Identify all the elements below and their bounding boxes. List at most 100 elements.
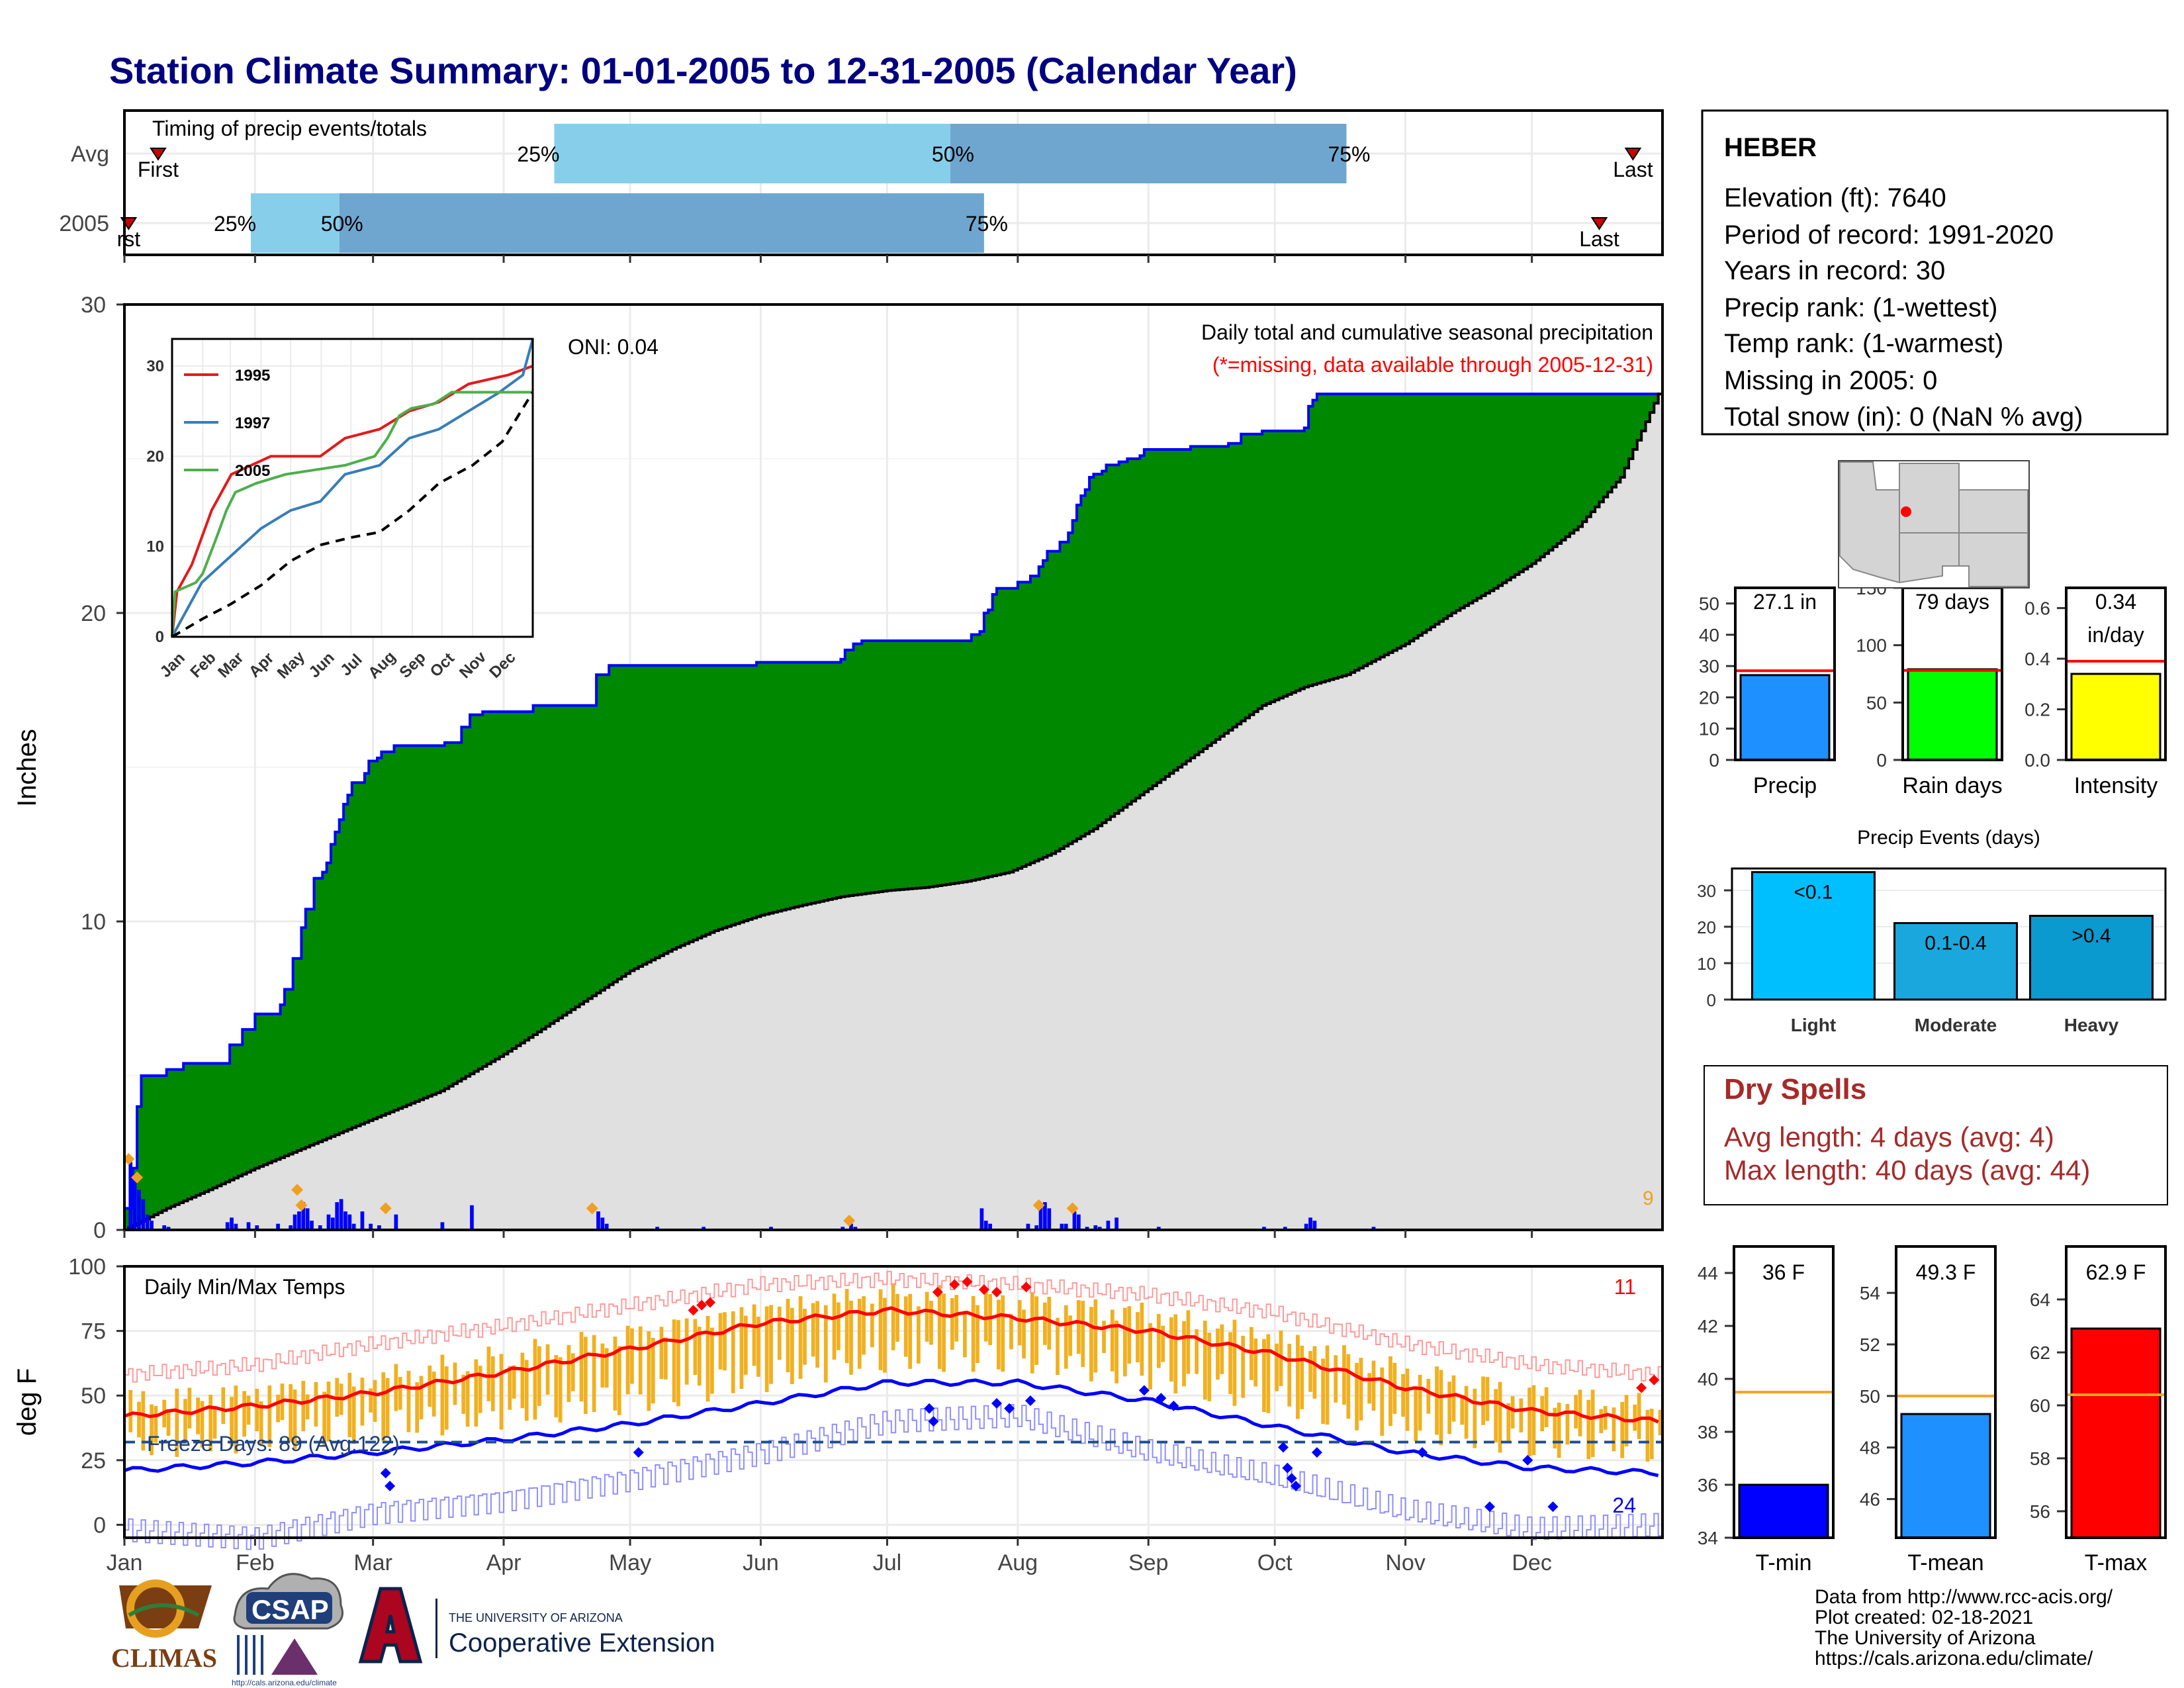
temp-category-label: T-min: [1756, 1550, 1812, 1575]
daily-temp-range-bar: [604, 1348, 609, 1388]
daily-precip-bar: [234, 1223, 238, 1230]
daily-temp-range-bar: [1136, 1312, 1140, 1363]
month-label: Apr: [486, 1550, 522, 1575]
daily-precip-bar: [330, 1217, 335, 1230]
daily-temp-range-bar: [150, 1404, 154, 1456]
dry-spells-max: Max length: 40 days (avg: 44): [1724, 1154, 2090, 1186]
daily-precip-bar: [318, 1225, 322, 1230]
temps-ytick-label: 25: [81, 1448, 106, 1474]
temp-panel-frame: [2065, 1245, 2167, 1539]
temps-frame: [123, 1265, 1664, 1539]
daily-temp-range-bar: [705, 1315, 710, 1402]
record-low-marker: [1282, 1462, 1293, 1474]
daily-precip-bar: [128, 1162, 133, 1230]
events-category-label: Moderate: [1915, 1015, 1997, 1035]
record-low-marker: [1417, 1447, 1428, 1458]
record-high-marker: [1021, 1282, 1032, 1293]
daily-temp-range-bar: [419, 1376, 424, 1420]
daily-temp-range-bar: [1603, 1406, 1608, 1430]
daily-temp-range-bar: [1034, 1296, 1039, 1365]
temps-title: Daily Min/Max Temps: [144, 1275, 345, 1299]
month-label: Nov: [1385, 1550, 1425, 1575]
daily-temp-range-bar: [1030, 1293, 1034, 1374]
daily-temp-range-bar: [1506, 1403, 1511, 1441]
precip-subtitle: (*=missing, data available through 2005-…: [1212, 353, 1653, 377]
temp-value-label: 49.3 F: [1916, 1260, 1976, 1284]
timing-marker-label: First: [138, 158, 179, 181]
record-low-marker: [385, 1480, 396, 1491]
temp-ytick-label: 44: [1698, 1263, 1718, 1284]
daily-temp-range-bar: [929, 1301, 933, 1345]
temp-ytick-label: 54: [1860, 1283, 1880, 1303]
daily-temp-range-bar: [326, 1382, 331, 1442]
daily-temp-range-bar: [512, 1365, 516, 1399]
daily-temp-range-bar: [230, 1397, 234, 1446]
temps-corner-high: 11: [1614, 1275, 1636, 1299]
daily-precip-bar: [347, 1214, 352, 1230]
month-label: Dec: [1512, 1550, 1551, 1575]
daily-temp-range-bar: [1359, 1358, 1363, 1421]
daily-precip-bar: [335, 1202, 340, 1230]
daily-temp-range-bar: [663, 1337, 668, 1380]
daily-temp-range-bar: [1633, 1404, 1637, 1431]
daily-temp-range-bar: [883, 1297, 887, 1373]
daily-temp-range-bar: [1089, 1307, 1093, 1382]
daily-temp-range-bar: [1590, 1389, 1595, 1458]
daily-temp-range-bar: [1527, 1387, 1531, 1456]
daily-temp-range-bar: [862, 1296, 866, 1355]
daily-precip-bar: [150, 1221, 154, 1230]
daily-temp-range-bar: [777, 1306, 782, 1360]
daily-precip-bar: [1262, 1227, 1266, 1230]
month-label: Feb: [236, 1550, 275, 1575]
temp-summary-bars: 34 36 38 40 42 44 36 F T-min 46 48 50 52 54 49.3 F T-m…: [1698, 1245, 2167, 1575]
daily-precip-bar: [853, 1227, 858, 1230]
precip-frame: [123, 303, 1664, 1231]
daily-precip-bar: [360, 1211, 365, 1230]
daily-temp-range-bar: [963, 1311, 967, 1358]
daily-precip-bar: [470, 1205, 474, 1230]
daily-temp-range-bar: [676, 1320, 680, 1407]
station-line: Precip rank: (1-wettest): [1724, 293, 1997, 322]
daily-temp-range-bar: [154, 1405, 158, 1443]
daily-temp-range-bar: [1266, 1334, 1271, 1413]
events-bar-label: <0.1: [1794, 882, 1833, 904]
temp-panel-frame: [1895, 1245, 1997, 1539]
daily-precip-bar: [289, 1225, 293, 1230]
station-line: Missing in 2005: 0: [1724, 366, 1937, 395]
daily-temp-range-bar: [723, 1312, 727, 1371]
daily-precip-bar: [1085, 1227, 1089, 1230]
temp-category-label: T-max: [2085, 1550, 2147, 1575]
daily-temp-range-bar: [508, 1366, 512, 1410]
daily-temp-range-bar: [756, 1317, 760, 1377]
timing-label-25: 25%: [214, 212, 256, 236]
surplus-area: [124, 394, 1662, 1230]
daily-temp-range-bar: [1435, 1366, 1439, 1435]
daily-temp-range-bar: [1241, 1335, 1246, 1398]
precip-ytick-label: 10: [81, 910, 106, 935]
daily-temp-range-bar: [1388, 1356, 1392, 1427]
record-high-marker: [949, 1279, 960, 1290]
station-line: Total snow (in): 0 (NaN % avg): [1724, 402, 2083, 432]
timing-label-25: 25%: [517, 142, 559, 166]
events-title: Precip Events (days): [1857, 827, 2040, 849]
daily-temp-range-bar: [1140, 1302, 1144, 1376]
daily-precip-bar: [339, 1199, 343, 1230]
record-low-marker: [924, 1403, 935, 1414]
daily-temp-range-bar: [1540, 1396, 1545, 1432]
timing-row-label: 2005: [59, 211, 109, 236]
daily-temp-range-bar: [289, 1384, 293, 1442]
daily-temp-range-bar: [351, 1386, 356, 1444]
daily-precip-bar: [1034, 1225, 1039, 1230]
daily-temp-range-bar: [187, 1387, 192, 1429]
daily-precip-bar: [1047, 1208, 1052, 1230]
daily-temp-range-bar: [246, 1395, 251, 1425]
dry-spells-panel: Dry Spells Avg length: 4 days (avg: 4) M…: [1704, 1065, 2168, 1205]
daily-precip-bar: [310, 1221, 314, 1230]
station-line: Period of record: 1991-2020: [1724, 220, 2054, 250]
temp-ytick-label: 60: [2030, 1395, 2050, 1416]
daily-temp-range-bar: [196, 1397, 200, 1434]
mini-value-label: 0.34: [2095, 590, 2136, 614]
daily-temp-range-bar: [1494, 1389, 1498, 1443]
timing-marker-label: rst: [117, 227, 141, 251]
daily-precip-bar: [1093, 1225, 1098, 1230]
